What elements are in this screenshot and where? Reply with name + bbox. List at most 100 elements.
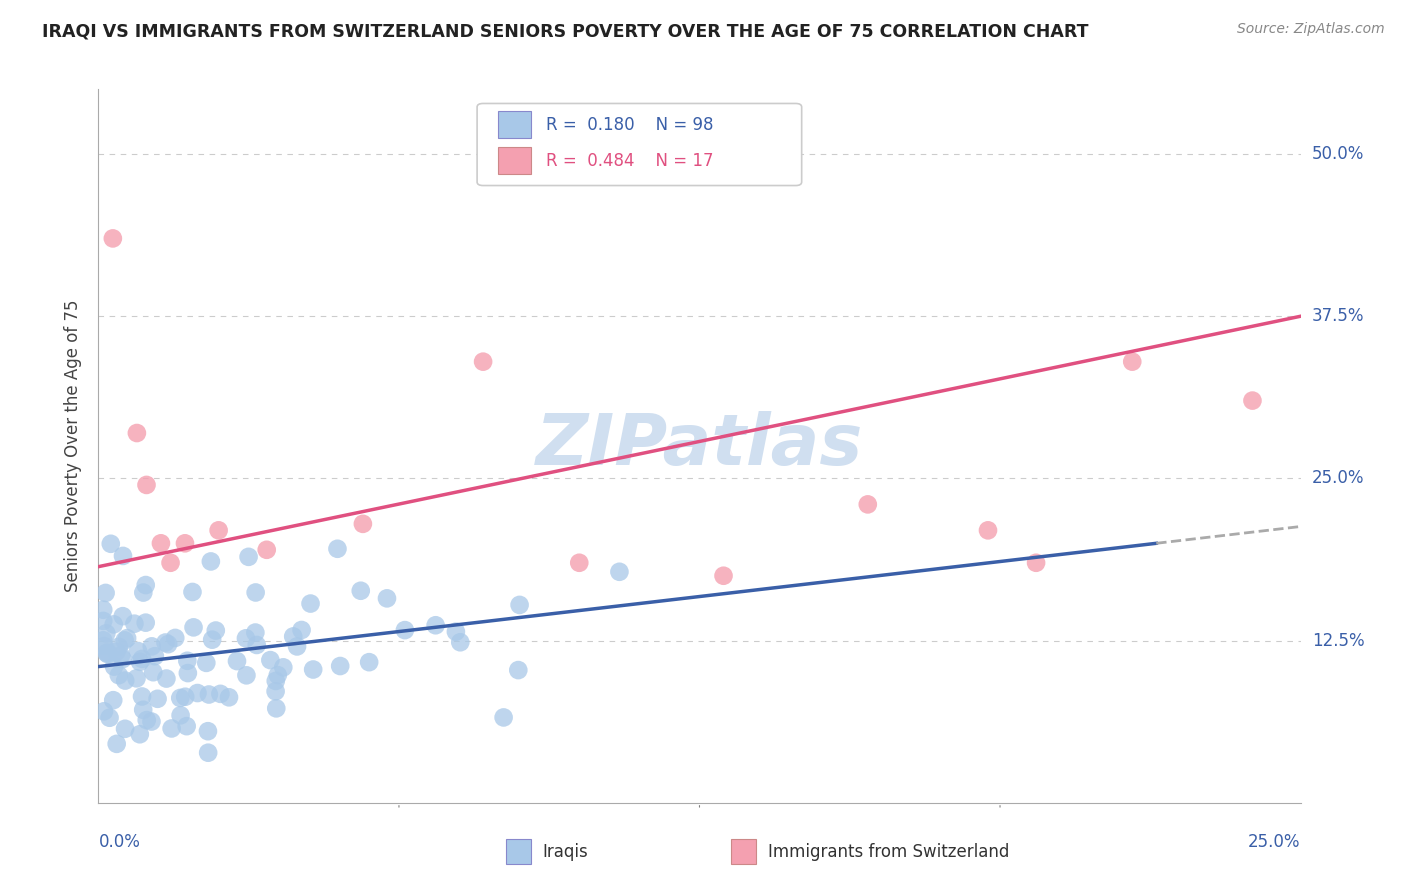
Point	[105, 645, 128, 659]
Point	[143, 649, 166, 664]
Point	[302, 663, 325, 677]
Point	[98, 711, 121, 725]
Point	[135, 578, 157, 592]
Point	[183, 620, 205, 634]
Point	[97, 646, 120, 660]
Point	[132, 703, 155, 717]
Point	[508, 663, 530, 677]
Text: Iraqis: Iraqis	[543, 843, 589, 861]
Point	[165, 631, 187, 645]
Point	[100, 537, 122, 551]
Point	[141, 714, 163, 729]
Point	[394, 623, 416, 637]
Point	[155, 635, 177, 649]
Point	[235, 668, 257, 682]
Point	[111, 609, 134, 624]
Point	[135, 713, 157, 727]
Point	[235, 632, 257, 646]
Point	[425, 618, 447, 632]
Point	[977, 524, 1000, 538]
Point	[159, 556, 181, 570]
Point	[352, 516, 374, 531]
Point	[149, 536, 172, 550]
Text: Source: ZipAtlas.com: Source: ZipAtlas.com	[1237, 22, 1385, 37]
Text: 25.0%: 25.0%	[1249, 833, 1301, 851]
Point	[198, 688, 221, 702]
Point	[131, 690, 153, 704]
Y-axis label: Seniors Poverty Over the Age of 75: Seniors Poverty Over the Age of 75	[65, 300, 83, 592]
Point	[176, 654, 198, 668]
Point	[174, 536, 197, 550]
FancyBboxPatch shape	[498, 112, 531, 138]
Point	[246, 638, 269, 652]
Point	[201, 632, 224, 647]
Point	[103, 659, 125, 673]
Text: R =  0.484    N = 17: R = 0.484 N = 17	[546, 152, 713, 169]
Point	[127, 644, 149, 658]
Point	[208, 524, 231, 538]
Point	[1241, 393, 1264, 408]
Point	[1121, 354, 1143, 368]
Text: Immigrants from Switzerland: Immigrants from Switzerland	[768, 843, 1010, 861]
Point	[103, 617, 125, 632]
Point	[114, 722, 136, 736]
Point	[141, 640, 163, 654]
Point	[209, 687, 232, 701]
Text: 25.0%: 25.0%	[1312, 469, 1364, 487]
FancyBboxPatch shape	[498, 147, 531, 174]
Point	[856, 497, 879, 511]
Point	[609, 565, 631, 579]
Point	[264, 701, 287, 715]
Point	[449, 635, 471, 649]
Point	[97, 647, 120, 661]
Point	[93, 704, 115, 718]
Text: 12.5%: 12.5%	[1312, 632, 1364, 649]
Point	[285, 640, 308, 654]
Point	[124, 616, 146, 631]
Point	[186, 686, 208, 700]
Point	[101, 231, 124, 245]
Point	[110, 648, 132, 663]
Text: 0.0%: 0.0%	[98, 833, 141, 851]
Point	[264, 684, 287, 698]
Text: R =  0.180    N = 98: R = 0.180 N = 98	[546, 116, 713, 134]
Point	[157, 637, 180, 651]
Point	[200, 554, 222, 568]
Point	[108, 668, 131, 682]
Point	[160, 722, 183, 736]
Point	[111, 652, 134, 666]
Point	[128, 727, 150, 741]
Point	[115, 631, 138, 645]
Point	[129, 655, 152, 669]
Point	[114, 673, 136, 688]
Text: 50.0%: 50.0%	[1312, 145, 1364, 163]
Point	[245, 585, 267, 599]
Point	[103, 693, 125, 707]
Point	[155, 672, 177, 686]
Point	[218, 690, 240, 705]
Point	[492, 710, 515, 724]
Text: 37.5%: 37.5%	[1312, 307, 1364, 326]
Point	[283, 629, 305, 643]
Point	[105, 737, 128, 751]
Point	[472, 354, 495, 368]
Point	[96, 626, 118, 640]
Point	[93, 639, 115, 653]
Point	[94, 586, 117, 600]
Point	[509, 598, 531, 612]
Text: IRAQI VS IMMIGRANTS FROM SWITZERLAND SENIORS POVERTY OVER THE AGE OF 75 CORRELAT: IRAQI VS IMMIGRANTS FROM SWITZERLAND SEN…	[42, 22, 1088, 40]
Point	[197, 724, 219, 739]
Point	[195, 656, 218, 670]
Point	[204, 624, 226, 638]
Point	[197, 746, 219, 760]
Point	[125, 671, 148, 685]
FancyBboxPatch shape	[477, 103, 801, 186]
Text: ZIPatlas: ZIPatlas	[536, 411, 863, 481]
Point	[299, 597, 322, 611]
Point	[96, 646, 118, 660]
Point	[271, 660, 294, 674]
Point	[114, 633, 136, 648]
Point	[169, 690, 191, 705]
Point	[568, 556, 591, 570]
Point	[91, 614, 114, 628]
